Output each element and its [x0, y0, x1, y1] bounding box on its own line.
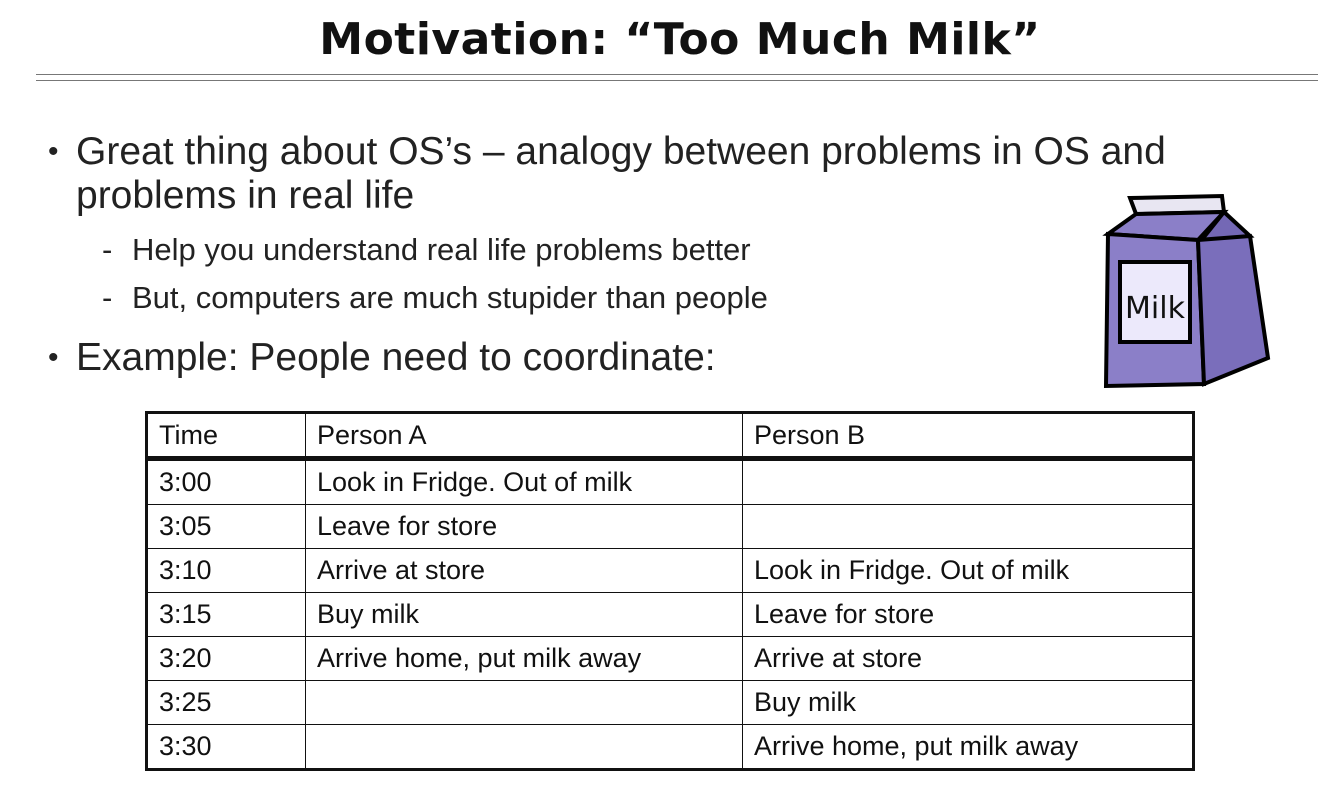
sub-bullet-1: - Help you understand real life problems…	[102, 232, 751, 268]
table-row: 3:15 Buy milk Leave for store	[146, 592, 1194, 637]
header-person-a: Person A	[305, 412, 743, 461]
cell-person-a: Buy milk	[305, 592, 743, 637]
bullet-dot: •	[48, 135, 59, 168]
table-row: 3:25 Buy milk	[146, 680, 1194, 725]
cell-time: 3:00	[146, 458, 306, 505]
bullet-2-line1: Example: People need to coordinate:	[76, 336, 716, 379]
cell-person-a: Arrive at store	[305, 548, 743, 593]
cell-time: 3:30	[146, 724, 306, 770]
cell-person-a: Look in Fridge. Out of milk	[305, 458, 743, 505]
cell-person-b	[742, 504, 1194, 549]
bullet-dot: •	[48, 341, 59, 374]
timeline-table: Time Person A Person B 3:00 Look in Frid…	[145, 411, 1195, 771]
sub-bullet-2-text: But, computers are much stupider than pe…	[132, 280, 768, 315]
cell-person-b: Arrive home, put milk away	[742, 724, 1194, 770]
bullet-1: • Great thing about OS’s – analogy betwe…	[48, 130, 1166, 218]
header-person-b: Person B	[742, 412, 1194, 461]
table-row: 3:20 Arrive home, put milk away Arrive a…	[146, 636, 1194, 681]
milk-carton-label: Milk	[1125, 291, 1186, 326]
bullet-2: • Example: People need to coordinate:	[48, 336, 716, 380]
cell-person-b: Buy milk	[742, 680, 1194, 725]
cell-person-b: Leave for store	[742, 592, 1194, 637]
milk-carton-icon: Milk	[1102, 193, 1271, 389]
header-time: Time	[146, 412, 306, 461]
sub-bullet-dash: -	[102, 280, 113, 315]
cell-time: 3:10	[146, 548, 306, 593]
table-row: 3:05 Leave for store	[146, 504, 1194, 549]
sub-bullet-1-text: Help you understand real life problems b…	[132, 232, 751, 267]
bullet-1-line2: problems in real life	[76, 174, 415, 217]
table-row: 3:30 Arrive home, put milk away	[146, 724, 1194, 770]
cell-time: 3:20	[146, 636, 306, 681]
table-header-row: Time Person A Person B	[146, 412, 1194, 461]
cell-person-a	[305, 724, 743, 770]
cell-time: 3:25	[146, 680, 306, 725]
bullet-1-line1: Great thing about OS’s – analogy between…	[76, 130, 1166, 173]
title-rule-top	[36, 74, 1318, 75]
sub-bullet-dash: -	[102, 232, 113, 267]
cell-person-a: Arrive home, put milk away	[305, 636, 743, 681]
sub-bullet-2: - But, computers are much stupider than …	[102, 280, 768, 316]
table-row: 3:10 Arrive at store Look in Fridge. Out…	[146, 548, 1194, 593]
cell-person-b	[742, 458, 1194, 505]
title-rule-bottom	[36, 80, 1318, 81]
cell-time: 3:05	[146, 504, 306, 549]
cell-time: 3:15	[146, 592, 306, 637]
cell-person-a: Leave for store	[305, 504, 743, 549]
cell-person-a	[305, 680, 743, 725]
table-row: 3:00 Look in Fridge. Out of milk	[146, 458, 1194, 505]
cell-person-b: Arrive at store	[742, 636, 1194, 681]
cell-person-b: Look in Fridge. Out of milk	[742, 548, 1194, 593]
slide-title: Motivation: “Too Much Milk”	[319, 14, 1041, 65]
